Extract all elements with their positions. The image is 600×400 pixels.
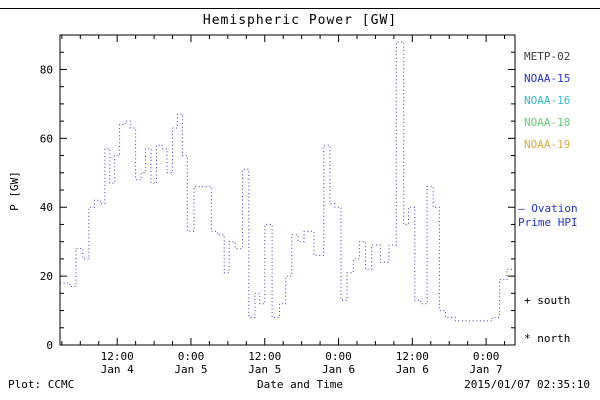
svg-text:Jan 4: Jan 4	[101, 363, 134, 376]
svg-text:20: 20	[40, 270, 53, 283]
svg-text:12:00: 12:00	[101, 350, 134, 363]
svg-text:0:00: 0:00	[178, 350, 205, 363]
x-axis-label: Date and Time	[256, 378, 344, 391]
legend-item-noaa15: NOAA-15	[524, 72, 571, 85]
svg-text:Jan 5: Jan 5	[174, 363, 207, 376]
legend-north-marker: * north	[524, 332, 571, 345]
chart-title: Hemispheric Power [GW]	[202, 13, 398, 28]
legend-item-noaa18: NOAA-18	[524, 116, 571, 129]
svg-text:60: 60	[40, 132, 53, 145]
svg-text:0:00: 0:00	[325, 350, 352, 363]
svg-text:0:00: 0:00	[473, 350, 500, 363]
svg-text:0: 0	[46, 339, 53, 352]
top-divider	[0, 8, 600, 9]
legend-ovation-line2: Prime HPI	[518, 216, 578, 229]
svg-text:Jan 5: Jan 5	[248, 363, 281, 376]
legend-item-noaa19: NOAA-19	[524, 138, 571, 151]
svg-text:Jan 6: Jan 6	[322, 363, 355, 376]
legend-item-metp02: METP-02	[524, 50, 571, 63]
svg-text:12:00: 12:00	[248, 350, 281, 363]
svg-text:12:00: 12:00	[396, 350, 429, 363]
legend-south-marker: + south	[524, 294, 571, 307]
legend-ovation-prime-hpi: — Ovation Prime HPI	[518, 202, 578, 230]
svg-text:Jan 7: Jan 7	[470, 363, 503, 376]
legend-ovation-line1: — Ovation	[518, 202, 578, 215]
plot-timestamp: 2015/01/07 02:35:10	[464, 378, 590, 391]
svg-text:Jan 6: Jan 6	[396, 363, 429, 376]
svg-text:80: 80	[40, 63, 53, 76]
legend-item-noaa16: NOAA-16	[524, 94, 571, 107]
svg-text:40: 40	[40, 201, 53, 214]
plot-credit: Plot: CCMC	[8, 378, 75, 391]
